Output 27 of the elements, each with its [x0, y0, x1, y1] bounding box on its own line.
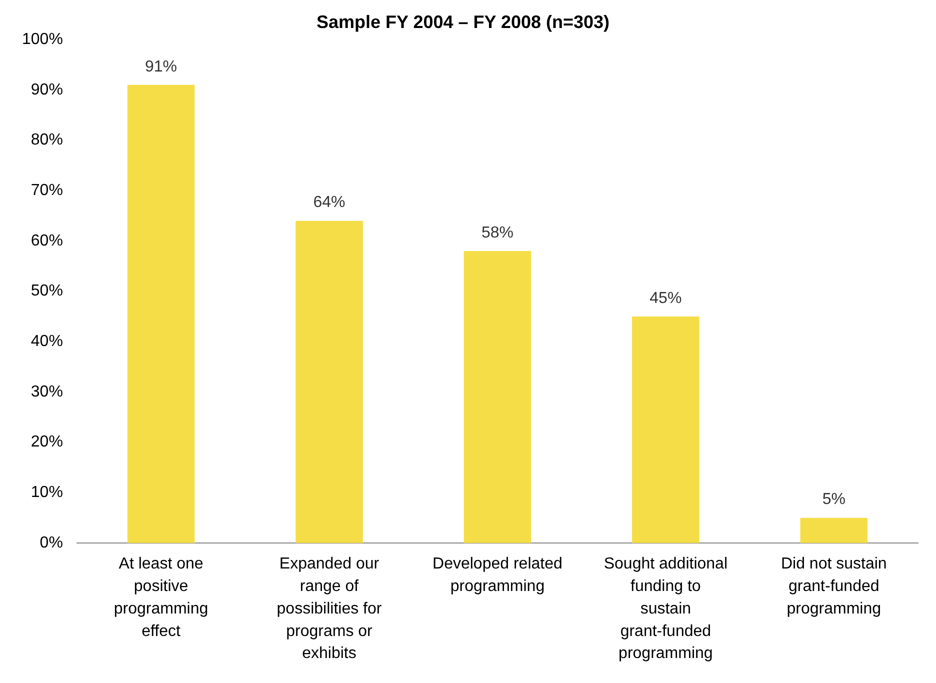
data-label: 64%: [313, 194, 346, 212]
y-tick-label: 60%: [30, 232, 63, 250]
x-tick-label: Developed related programming: [432, 556, 562, 596]
x-tick-label: Did not sustain grant-funded programming: [780, 556, 887, 618]
x-tick-label: At least one positive programming effect: [114, 556, 208, 640]
y-tick-label: 50%: [30, 282, 63, 300]
bar: [127, 84, 195, 543]
data-label: 58%: [481, 224, 514, 242]
bar: [632, 316, 700, 543]
y-tick-label: 70%: [30, 182, 63, 200]
y-tick-label: 40%: [30, 333, 63, 350]
data-label: 5%: [822, 491, 846, 508]
y-tick-label: 10%: [30, 484, 63, 502]
chart-title: Sample FY 2004 – FY 2008 (n=303): [316, 12, 610, 32]
y-tick-label: 30%: [30, 383, 63, 400]
data-label: 91%: [145, 58, 178, 76]
data-label: 45%: [650, 290, 682, 307]
y-tick-label: 90%: [30, 81, 63, 98]
y-tick-label: 80%: [30, 132, 63, 149]
bar: [464, 251, 532, 543]
bar: [296, 220, 363, 543]
x-tick-label: Expanded our range of possibilities for programs or exhibits: [276, 556, 382, 662]
x-tick-label: Sought additional funding to sustain grant-funded programming: [604, 556, 728, 662]
bar: [800, 518, 868, 543]
y-tick-label: 20%: [30, 434, 63, 451]
y-tick-label: 100%: [22, 31, 63, 48]
y-tick-label: 0%: [40, 534, 63, 552]
